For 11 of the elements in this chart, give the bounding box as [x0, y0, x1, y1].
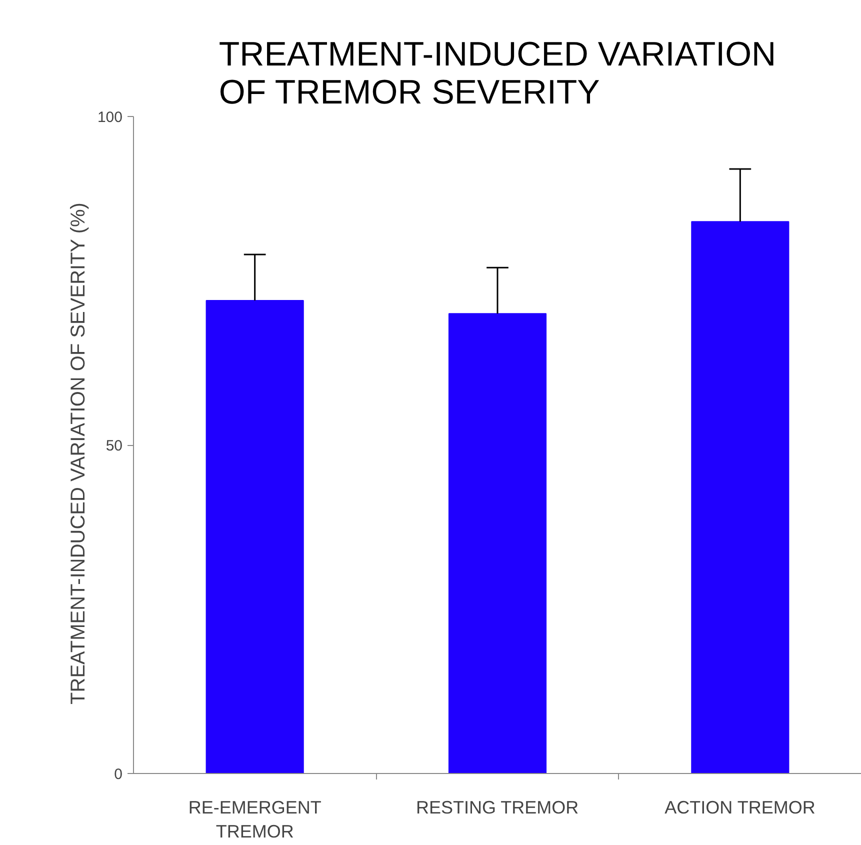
chart-title: TREATMENT-INDUCED VARIATION OF TREMOR SEVERITY	[218, 36, 776, 112]
y-axis-title: TREATMENT-INDUCED VARIATION OF SEVERITY (%)	[67, 202, 90, 704]
y-tick-label: 0	[114, 766, 122, 783]
bar	[691, 221, 790, 774]
y-tick-label: 50	[106, 438, 123, 454]
x-tick-label: ACTION TREMOR	[664, 798, 816, 818]
bar	[206, 300, 304, 774]
x-tick-label: RE-EMERGENT TREMOR	[188, 798, 322, 842]
bar	[448, 313, 547, 774]
x-tick-label: RESTING TREMOR	[416, 798, 579, 818]
y-tick-label: 100	[97, 109, 123, 126]
